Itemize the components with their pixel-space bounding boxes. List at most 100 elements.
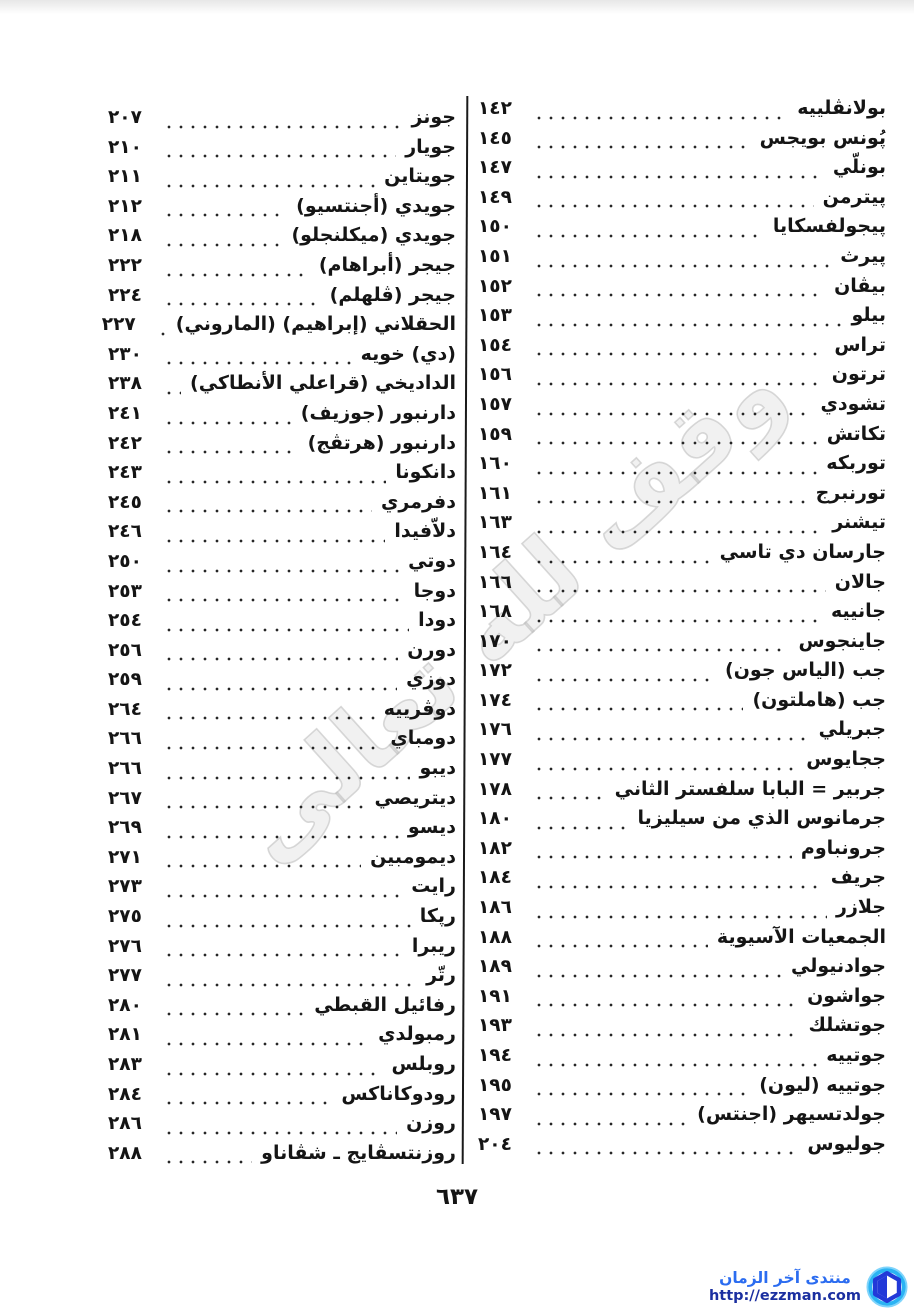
entry-page-number: ١٨٠ — [478, 808, 512, 830]
index-row: جارسان دي تاسي ١٦٤ — [478, 540, 886, 571]
index-row: رپكا ٢٧٥ — [108, 905, 456, 935]
page-number: ٦٣٧ — [435, 1184, 479, 1210]
entry-page-number: ١٩٤ — [478, 1045, 512, 1066]
entry-page-number: ٢٧١ — [108, 846, 142, 868]
entry-name: تيشنر — [832, 511, 886, 534]
entry-page-number: ٢٦٤ — [108, 698, 142, 720]
entry-name: تشودي — [820, 392, 886, 415]
index-row: ديبو ٢٦٦ — [108, 757, 456, 787]
entry-page-number: ٢٤٣ — [108, 462, 142, 484]
index-row: دوڤرييه ٢٦٤ — [108, 697, 456, 728]
entry-name: بونلّي — [832, 156, 886, 179]
dotted-leader — [163, 1023, 370, 1053]
index-row: جويدي (أجنتسيو) ٢١٢ — [108, 194, 456, 225]
entry-page-number: ١٨٦ — [478, 897, 512, 919]
entry-page-number: ١٥٧ — [478, 393, 512, 415]
index-row: دوزي ٢٥٩ — [108, 668, 456, 698]
entry-page-number: ١٤٢ — [478, 98, 512, 119]
entry-page-number: ٢٠٧ — [108, 107, 142, 128]
entry-page-number: ١٧٠ — [478, 630, 512, 652]
entry-name: جب (هاملتون) — [752, 688, 886, 711]
index-row: جويدي (ميكلنجلو) ٢١٨ — [108, 224, 456, 254]
dotted-leader — [163, 638, 399, 669]
entry-name: جريف — [830, 866, 886, 889]
dotted-leader — [163, 1141, 253, 1172]
entry-name: پيجولفسكايا — [772, 215, 886, 238]
entry-page-number: ٢٤٦ — [108, 521, 142, 543]
entry-page-number: ٢٣٨ — [108, 373, 142, 395]
index-row: جولدتسيهر (اجنتس) ١٩٧ — [478, 1103, 886, 1133]
index-row: رودوكاناكس ٢٨٤ — [108, 1082, 456, 1113]
entry-name: دلاّفيدا — [394, 520, 456, 543]
entry-name: دومباي — [390, 727, 456, 750]
index-row: جوادنيولي ١٨٩ — [478, 955, 886, 985]
entry-name: جوتييه — [826, 1044, 886, 1066]
index-row: بيڤان ١٥٢ — [478, 274, 886, 305]
dotted-leader — [533, 215, 764, 245]
entry-name: جاينجوس — [798, 629, 886, 652]
entry-name: جونز — [411, 106, 456, 128]
dotted-leader — [533, 244, 832, 275]
index-row: الجمعيات الآسيوية ١٨٨ — [478, 925, 886, 956]
entry-page-number: ٢٤١ — [108, 402, 142, 424]
entry-name: توربكه — [826, 452, 886, 475]
dotted-leader — [163, 165, 376, 195]
index-row: ترتون ١٥٦ — [478, 363, 886, 393]
entry-name: دانكونا — [395, 461, 456, 484]
dotted-leader — [533, 718, 810, 749]
index-row: جبريلي ١٧٦ — [478, 718, 886, 749]
dotted-leader — [533, 896, 827, 926]
dotted-leader — [533, 126, 751, 157]
entry-page-number: ١٨٩ — [478, 956, 512, 978]
entry-page-number: ٢٠٤ — [478, 1133, 512, 1155]
entry-name: رمبولدي — [378, 1023, 456, 1046]
dotted-leader — [533, 1103, 689, 1133]
entry-name: جربير = البابا سلفستر الثاني — [614, 777, 886, 800]
entry-page-number: ١٥٦ — [478, 364, 512, 386]
entry-name: جوادنيولي — [790, 955, 886, 978]
entry-page-number: ١٩٧ — [478, 1104, 512, 1126]
entry-page-number: ٢٢٢ — [108, 254, 142, 276]
entry-page-number: ٢٥٤ — [108, 610, 142, 632]
entry-name: الحقلاني (إبراهيم) (الماروني) — [175, 313, 456, 336]
index-row: جربير = البابا سلفستر الثاني ١٧٨ — [478, 777, 886, 808]
entry-page-number: ٢٧٣ — [108, 876, 142, 898]
dotted-leader — [533, 274, 826, 305]
index-row: دورن ٢٥٦ — [108, 638, 456, 669]
entry-name: جرمانوس الذي من سيليزيا — [637, 807, 886, 830]
entry-page-number: ١٨٤ — [478, 867, 512, 889]
entry-page-number: ١٦٤ — [478, 541, 512, 563]
entry-page-number: ١٧٧ — [478, 749, 512, 771]
entry-name: دورن — [407, 638, 456, 661]
entry-page-number: ٢٥٠ — [108, 550, 142, 572]
entry-page-number: ٢٨٠ — [108, 994, 142, 1016]
dotted-leader — [163, 401, 292, 432]
entry-name: دوجا — [413, 579, 456, 602]
entry-page-number: ١٦٨ — [478, 601, 512, 623]
dotted-leader — [163, 549, 400, 580]
dotted-leader — [533, 1132, 799, 1163]
dotted-leader — [163, 106, 403, 136]
dotted-leader — [533, 984, 799, 1015]
entry-page-number: ١٧٨ — [478, 778, 512, 800]
index-row: جوتييه (ليون) ١٩٥ — [478, 1073, 886, 1104]
index-row: جوليوس ٢٠٤ — [478, 1132, 886, 1163]
entry-name: ديبو — [419, 757, 456, 780]
dotted-leader — [533, 1073, 751, 1104]
entry-name: جويتاين — [384, 165, 456, 188]
entry-name: تكاتش — [826, 422, 886, 445]
index-row: تكاتش ١٥٩ — [478, 422, 886, 453]
dotted-leader — [163, 431, 299, 462]
entry-name: جيجر (أبراهام) — [318, 253, 456, 276]
dotted-leader — [163, 905, 411, 935]
entry-name: جانييه — [831, 600, 886, 623]
dotted-leader — [163, 845, 362, 876]
entry-page-number: ٢٦٦ — [108, 758, 142, 780]
entry-name: دودا — [418, 609, 456, 632]
forum-logo-icon — [866, 1266, 908, 1308]
entry-page-number: ٢٨٨ — [108, 1142, 142, 1164]
index-row: دودا ٢٥٤ — [108, 609, 456, 639]
index-row: دوجا ٢٥٣ — [108, 579, 456, 610]
dotted-leader — [163, 579, 405, 610]
dotted-leader — [163, 342, 352, 373]
